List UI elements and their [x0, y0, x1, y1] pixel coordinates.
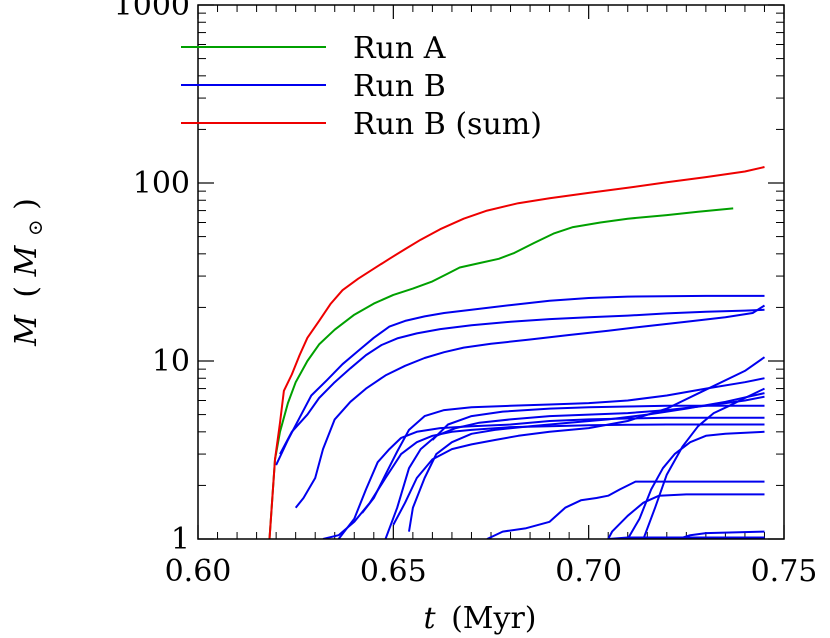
plot-frame	[197, 4, 785, 540]
series-line-run-b	[431, 404, 765, 441]
x-axis-var: t	[423, 601, 436, 636]
y-axis-label: M ( M ⊙ )	[9, 198, 50, 347]
series-line-run-b	[642, 387, 765, 539]
series-line-run-b	[626, 430, 765, 539]
y-tick-label: 100	[133, 166, 190, 201]
series-layer	[268, 166, 766, 539]
series-line-run-b	[294, 304, 766, 509]
y-tick-label: 1	[171, 522, 190, 557]
y-axis-unit-open: (	[9, 286, 44, 298]
series-line-run-b	[392, 356, 766, 526]
y-axis-unit-close: )	[9, 198, 44, 210]
legend-label: Run B (sum)	[353, 107, 542, 142]
x-tick-label: 0.70	[555, 554, 622, 589]
series-line-run-b-sum	[268, 166, 765, 539]
y-axis-unit-var: M	[9, 244, 44, 277]
y-tick-label: 1000	[114, 0, 190, 23]
series-line-run-b	[486, 480, 765, 539]
series-line-run-b	[361, 377, 765, 514]
series-line-run-b	[607, 493, 765, 539]
y-tick-label: 10	[152, 344, 190, 379]
x-tick-label: 0.75	[751, 554, 818, 589]
series-line-run-b	[279, 308, 765, 455]
series-line-run-b	[275, 294, 765, 466]
legend-label: Run B	[353, 69, 446, 104]
series-line-run-a	[268, 207, 734, 539]
series-line-run-b	[408, 392, 765, 532]
y-axis-unit-sub: ⊙	[23, 219, 47, 236]
series-line-run-b	[678, 530, 765, 539]
x-tick-label: 0.60	[165, 554, 232, 589]
y-axis-var: M	[9, 314, 44, 347]
x-axis-unit: (Myr)	[451, 601, 536, 636]
x-axis-label: t (Myr)	[423, 601, 536, 636]
legend-label: Run A	[353, 31, 446, 66]
tick-labels: 0.60 0.65 0.70 0.75 1 10 100 1000	[114, 0, 818, 589]
x-tick-label: 0.65	[360, 554, 427, 589]
